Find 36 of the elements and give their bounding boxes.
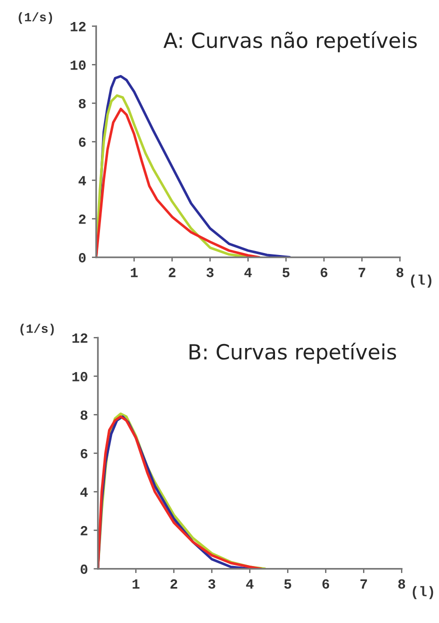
x-tick-label: 7 — [360, 579, 367, 589]
y-tick-label: 10 — [70, 60, 86, 70]
x-tick-label: 5 — [284, 579, 292, 589]
x-tick-label: 4 — [244, 268, 252, 278]
y-tick-label: 6 — [78, 137, 86, 147]
x-tick-label: 8 — [398, 579, 406, 589]
y-axis-title: (1/s) — [20, 324, 54, 336]
y-tick-label: 6 — [80, 448, 88, 458]
y-tick-label: 12 — [70, 22, 86, 32]
x-tick-label: 3 — [206, 268, 214, 278]
x-tick-label: 8 — [396, 268, 404, 278]
x-axis-title: (l) — [411, 274, 432, 288]
y-tick-label: 8 — [80, 410, 88, 420]
y-tick-label: 4 — [80, 488, 88, 497]
x-tick-label: 2 — [168, 268, 176, 278]
y-tick-label: 4 — [78, 176, 86, 186]
x-tick-label: 5 — [282, 268, 290, 278]
x-tick-label: 4 — [246, 579, 254, 589]
y-tick-label: 0 — [78, 253, 86, 262]
x-tick-label: 3 — [208, 579, 216, 589]
y-axis-title: (1/s) — [18, 12, 52, 24]
x-tick-label: 6 — [320, 268, 328, 278]
y-tick-label: 12 — [72, 333, 88, 343]
y-tick-label: 2 — [80, 526, 88, 536]
x-tick-label: 7 — [358, 268, 366, 278]
x-tick-label: 1 — [132, 579, 140, 589]
x-tick-label: 6 — [322, 579, 330, 589]
chart-title: B: Curvas repetíveis — [190, 342, 396, 364]
y-tick-label: 10 — [72, 372, 88, 382]
x-tick-label: 2 — [170, 579, 178, 589]
x-axis-title: (l) — [412, 586, 434, 600]
chart-title: A: Curvas não repetíveis — [164, 31, 417, 52]
y-tick-label: 0 — [80, 564, 88, 574]
y-tick-label: 8 — [78, 98, 86, 108]
x-tick-label: 1 — [130, 268, 138, 278]
y-tick-label: 2 — [78, 214, 86, 224]
